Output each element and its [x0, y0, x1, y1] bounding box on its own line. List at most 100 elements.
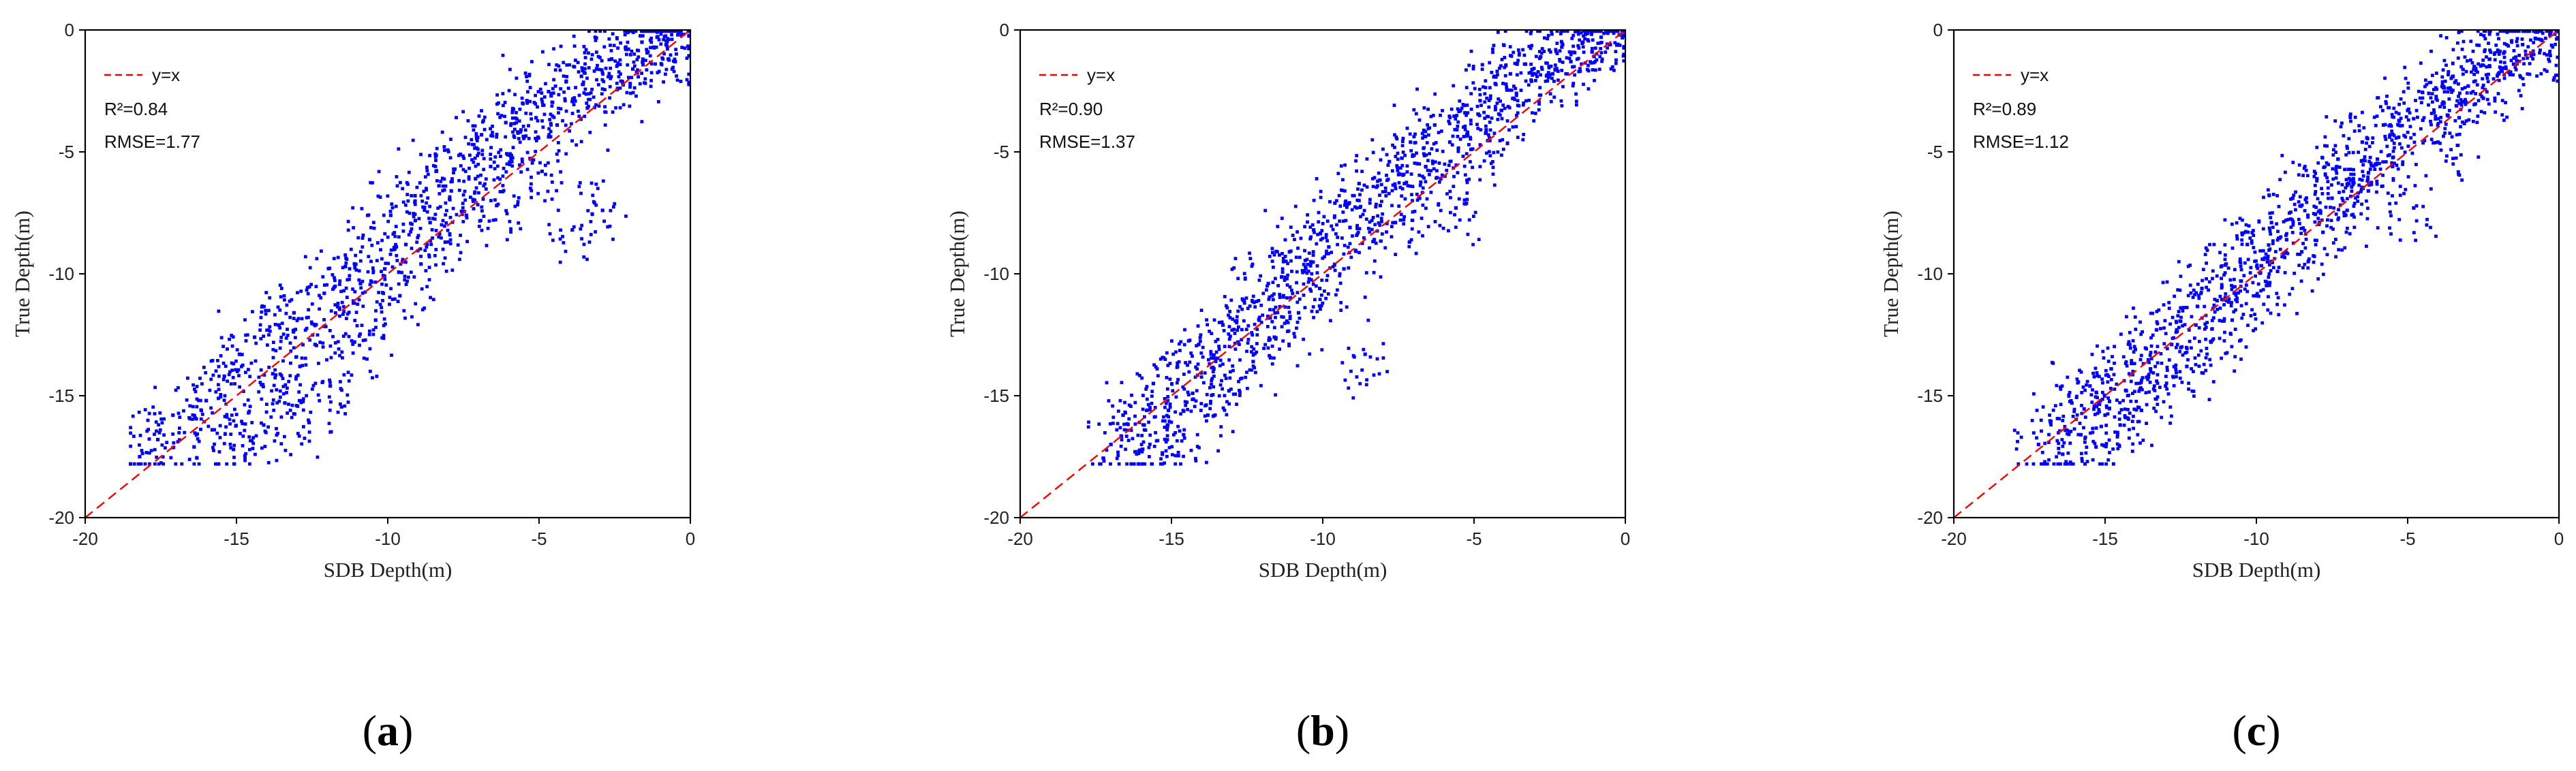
scatter-point	[2485, 76, 2489, 80]
scatter-point	[2223, 218, 2227, 222]
scatter-point	[2457, 95, 2460, 98]
scatter-point	[1496, 150, 1500, 154]
scatter-point	[1554, 50, 1558, 54]
scatter-point	[1322, 215, 1326, 219]
scatter-point	[1371, 177, 1375, 180]
scatter-point	[2204, 246, 2208, 250]
scatter-point	[2094, 445, 2098, 449]
scatter-point	[2100, 424, 2103, 428]
scatter-point	[324, 325, 328, 328]
scatter-point	[368, 369, 372, 373]
scatter-point	[2244, 283, 2248, 287]
scatter-point	[2333, 119, 2337, 123]
scatter-point	[565, 63, 569, 67]
scatter-point	[2453, 119, 2457, 123]
scatter-point	[273, 313, 277, 317]
scatter-point	[592, 69, 596, 73]
scatter-point	[480, 133, 484, 137]
scatter-point	[1591, 38, 1595, 42]
scatter-point	[2179, 319, 2183, 324]
scatter-point	[425, 169, 429, 172]
scatter-point	[1437, 161, 1441, 165]
scatter-point	[637, 55, 641, 59]
scatter-point	[1555, 42, 1559, 45]
scatter-point	[516, 131, 520, 135]
scatter-point	[1395, 164, 1399, 168]
scatter-point	[2183, 323, 2187, 327]
scatter-point	[1383, 189, 1387, 193]
scatter-point	[512, 194, 516, 198]
scatter-point	[191, 418, 194, 421]
scatter-point	[327, 395, 331, 399]
scatter-point	[2384, 99, 2388, 104]
scatter-point	[1335, 223, 1338, 227]
scatter-point	[2272, 266, 2275, 270]
scatter-point	[268, 325, 272, 329]
scatter-point	[2127, 340, 2131, 344]
scatter-point	[372, 226, 376, 230]
scatter-point	[1168, 377, 1172, 381]
scatter-point	[434, 248, 438, 251]
scatter-point	[493, 155, 497, 159]
scatter-point	[1511, 97, 1514, 100]
scatter-point	[2352, 215, 2356, 219]
scatter-point	[382, 317, 386, 321]
scatter-point	[341, 304, 346, 309]
scatter-point	[1586, 69, 1591, 73]
scatter-point	[1424, 206, 1428, 210]
scatter-point	[309, 320, 313, 324]
scatter-point	[2283, 255, 2286, 259]
scatter-point	[2141, 330, 2144, 334]
scatter-point	[2439, 34, 2442, 37]
scatter-point	[2402, 191, 2406, 195]
scatter-point	[448, 156, 453, 160]
scatter-point	[2509, 40, 2513, 43]
scatter-point	[1147, 445, 1151, 450]
scatter-point	[2267, 275, 2271, 279]
scatter-point	[2284, 234, 2288, 237]
scatter-point	[425, 285, 429, 289]
scatter-point	[1231, 368, 1235, 373]
scatter-point	[1223, 345, 1227, 349]
scatter-point	[211, 445, 215, 450]
scatter-point	[1614, 58, 1618, 62]
scatter-point	[481, 198, 485, 201]
scatter-point	[2164, 384, 2168, 388]
scatter-point	[2133, 347, 2137, 351]
scatter-point	[1133, 400, 1137, 405]
scatter-point	[1325, 274, 1330, 278]
scatter-point	[2016, 439, 2019, 443]
scatter-point	[2524, 49, 2528, 53]
scatter-point	[1313, 230, 1316, 234]
scatter-point	[1558, 49, 1562, 53]
scatter-point	[321, 341, 325, 345]
scatter-point	[1426, 168, 1430, 172]
scatter-point	[2502, 61, 2506, 65]
scatter-point	[2304, 168, 2308, 172]
scatter-point	[1376, 184, 1379, 188]
scatter-point	[2303, 198, 2307, 202]
scatter-point	[2280, 255, 2284, 259]
y-axis-title: True Depth(m)	[945, 210, 969, 337]
scatter-point	[1227, 325, 1231, 328]
scatter-point	[2336, 181, 2340, 185]
scatter-point	[2265, 284, 2269, 287]
scatter-point	[676, 33, 679, 37]
scatter-point	[1175, 366, 1179, 369]
scatter-point	[594, 103, 598, 107]
scatter-point	[2303, 208, 2307, 213]
scatter-point	[322, 318, 326, 321]
scatter-point	[1238, 390, 1242, 394]
scatter-point	[2513, 65, 2517, 69]
scatter-point	[2533, 36, 2537, 40]
scatter-point	[448, 238, 453, 242]
scatter-point	[1213, 413, 1217, 417]
scatter-point	[600, 68, 604, 72]
scatter-point	[380, 310, 384, 314]
scatter-point	[2302, 166, 2306, 170]
scatter-point	[1209, 349, 1213, 353]
scatter-point	[2367, 159, 2371, 163]
scatter-point	[1516, 136, 1520, 140]
reference-line	[1019, 29, 1626, 518]
scatter-point	[1324, 252, 1328, 255]
